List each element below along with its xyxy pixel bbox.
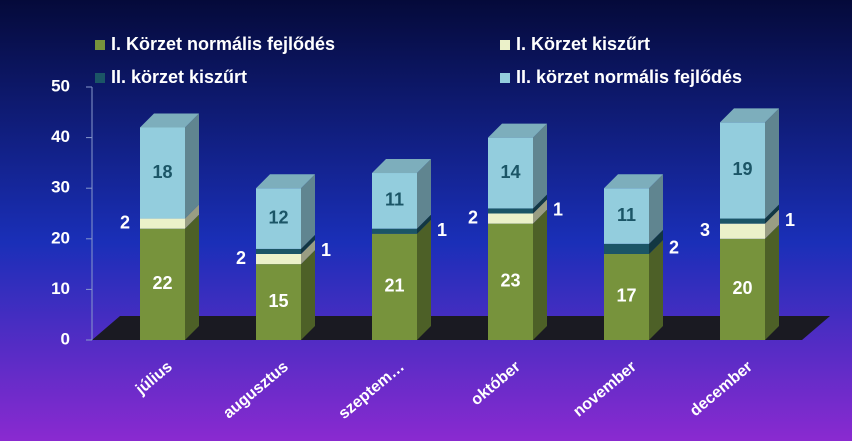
bar-segment — [140, 228, 185, 340]
y-tick-label: 10 — [51, 279, 70, 298]
bar-side — [185, 204, 199, 229]
legend-swatch — [500, 40, 510, 50]
bar-segment — [720, 122, 765, 219]
y-tick-label: 0 — [61, 329, 70, 348]
bar-segment — [604, 253, 649, 340]
bar-segment — [720, 223, 765, 239]
bar-segment — [720, 238, 765, 340]
bar-segment — [140, 218, 185, 229]
bar-segment — [488, 213, 533, 224]
data-label: 15 — [268, 291, 288, 311]
data-label: 20 — [732, 278, 752, 298]
data-label: 21 — [384, 276, 404, 296]
bar-side — [533, 194, 547, 214]
bar-side — [185, 214, 199, 340]
bar-segment — [256, 248, 301, 254]
bar-segment — [488, 208, 533, 214]
data-label: 23 — [500, 271, 520, 291]
bar-segment — [140, 127, 185, 219]
bar-segment — [372, 228, 417, 234]
bar-top — [720, 108, 779, 123]
bar-side — [649, 229, 663, 254]
bar-side — [765, 209, 779, 239]
bar-side — [185, 113, 199, 219]
bar-side — [533, 199, 547, 224]
y-tick-label: 50 — [51, 76, 70, 95]
bar-side — [417, 159, 431, 229]
bar-segment — [256, 253, 301, 265]
legend-swatch — [95, 73, 105, 83]
data-label: 19 — [732, 159, 752, 179]
bar-side — [533, 123, 547, 209]
y-tick-label: 40 — [51, 127, 70, 146]
bar-side — [417, 219, 431, 340]
bar-segment — [720, 218, 765, 224]
bar-segment — [488, 223, 533, 340]
bar-side — [765, 108, 779, 219]
bar-top — [256, 174, 315, 189]
bar-side — [765, 204, 779, 224]
data-label: 3 — [700, 220, 710, 240]
data-label: 2 — [468, 207, 478, 227]
legend-swatch — [500, 73, 510, 83]
bar-side — [301, 250, 315, 340]
data-label: 12 — [268, 207, 288, 227]
bar-segment — [604, 188, 649, 244]
data-label: 11 — [617, 205, 636, 225]
legend-swatch — [95, 40, 105, 50]
bar-segment — [256, 264, 301, 340]
bar-segment — [372, 173, 417, 229]
bar-side — [533, 209, 547, 340]
data-label: 18 — [152, 162, 172, 182]
data-label: 17 — [616, 286, 636, 306]
bar-side — [301, 234, 315, 254]
data-label: 2 — [120, 212, 130, 232]
bar-top — [488, 123, 547, 138]
bar-top — [604, 174, 663, 189]
legend-label: II. körzet kiszűrt — [111, 67, 247, 87]
bar-segment — [604, 243, 649, 254]
legend-label: I. Körzet normális fejlődés — [111, 34, 335, 54]
data-label: 2 — [669, 238, 679, 258]
y-tick-label: 30 — [51, 178, 70, 197]
y-tick-label: 20 — [51, 228, 70, 247]
data-label: 1 — [785, 210, 795, 230]
bar-segment — [488, 137, 533, 209]
bar-top — [372, 159, 431, 174]
data-label: 1 — [437, 220, 447, 240]
bar-side — [301, 239, 315, 265]
data-label: 11 — [385, 190, 404, 210]
legend-label: I. Körzet kiszűrt — [516, 34, 650, 54]
bar-side — [765, 224, 779, 340]
bar-side — [417, 214, 431, 234]
legend-label: II. körzet normális fejlődés — [516, 67, 742, 87]
floor — [92, 316, 830, 340]
bar-segment — [256, 188, 301, 249]
data-label: 22 — [152, 273, 172, 293]
bar-side — [301, 174, 315, 249]
bar-side — [649, 174, 663, 244]
data-label: 2 — [236, 248, 246, 268]
bar-segment — [372, 233, 417, 340]
bar-side — [649, 239, 663, 340]
data-label: 14 — [500, 162, 520, 182]
bar-top — [140, 113, 199, 128]
data-label: 1 — [321, 240, 331, 260]
data-label: 1 — [553, 200, 563, 220]
